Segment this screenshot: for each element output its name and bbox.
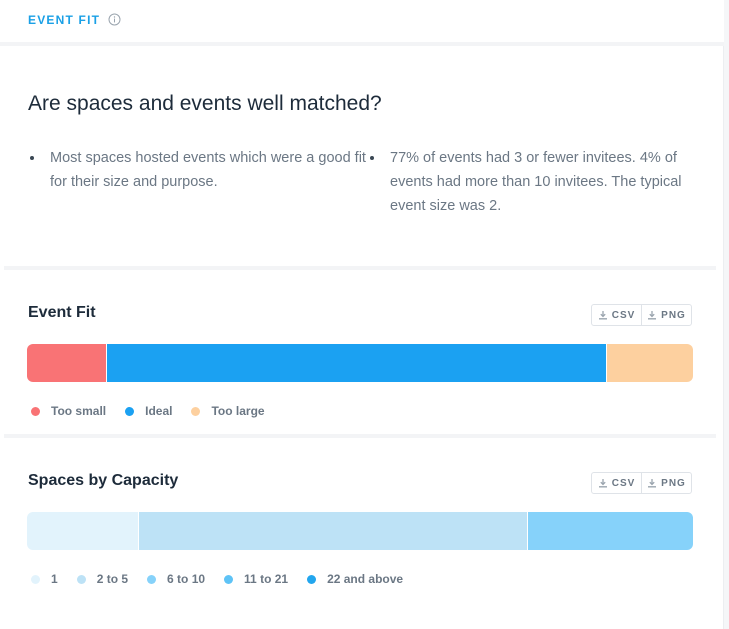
chart-title-spaces-by-capacity: Spaces by Capacity — [28, 472, 179, 489]
bar-segment[interactable] — [27, 344, 106, 382]
section-label: EVENT FIT — [28, 13, 101, 27]
download-icon — [648, 479, 657, 488]
legend-label: 11 to 21 — [244, 572, 289, 586]
download-csv-button[interactable]: CSV — [592, 305, 641, 325]
legend-label: Too large — [211, 404, 265, 418]
page-title: Are spaces and events well matched? — [28, 92, 382, 115]
legend-label: 6 to 10 — [167, 572, 206, 586]
legend-swatch — [224, 574, 234, 584]
legend-label: 22 and above — [327, 572, 404, 586]
legend-swatch — [76, 574, 86, 584]
summary-bullet: 77% of events had 3 or fewer invitees. 4… — [368, 146, 698, 218]
legend-swatch — [31, 406, 40, 416]
legend-label: Ideal — [145, 404, 173, 418]
legend-swatch — [31, 574, 40, 584]
download-icon — [598, 311, 607, 320]
bar-segment[interactable] — [27, 512, 139, 550]
divider — [4, 266, 716, 270]
legend-label: 1 — [51, 572, 58, 586]
bar-segment[interactable] — [138, 512, 528, 550]
divider — [4, 434, 716, 438]
section-header: EVENT FIT — [0, 0, 724, 46]
download-group-event-fit: CSV PNG — [591, 304, 692, 326]
legend-swatch — [191, 406, 201, 416]
download-png-button[interactable]: PNG — [641, 305, 691, 325]
event-fit-legend: Too small Ideal Too large — [31, 404, 284, 418]
summary-bullets: Most spaces hosted events which were a g… — [28, 146, 698, 218]
png-label: PNG — [661, 309, 686, 321]
bar-segment[interactable] — [105, 344, 607, 382]
summary-bullet: Most spaces hosted events which were a g… — [28, 146, 368, 218]
legend-item[interactable]: Ideal — [125, 404, 172, 418]
legend-item[interactable]: 2 to 5 — [76, 572, 129, 586]
legend-item[interactable]: 6 to 10 — [147, 572, 205, 586]
download-icon — [598, 479, 607, 488]
capacity-legend: 1 2 to 5 6 to 10 11 to 21 22 and above — [31, 572, 422, 586]
legend-item[interactable]: 22 and above — [307, 572, 403, 586]
legend-swatch — [147, 574, 157, 584]
download-group-capacity: CSV PNG — [591, 472, 692, 494]
capacity-bar[interactable] — [27, 512, 693, 550]
download-icon — [648, 311, 657, 320]
legend-item[interactable]: Too small — [31, 404, 106, 418]
event-fit-bar[interactable] — [27, 344, 693, 382]
download-csv-button[interactable]: CSV — [592, 473, 641, 493]
legend-item[interactable]: Too large — [191, 404, 265, 418]
bar-segment[interactable] — [527, 512, 693, 550]
legend-label: 2 to 5 — [96, 572, 129, 586]
bar-segment[interactable] — [606, 344, 693, 382]
csv-label: CSV — [611, 477, 636, 489]
legend-label: Too small — [51, 404, 107, 418]
chart-title-event-fit: Event Fit — [28, 304, 96, 321]
legend-item[interactable]: 11 to 21 — [224, 572, 288, 586]
download-png-button[interactable]: PNG — [641, 473, 691, 493]
legend-swatch — [125, 406, 135, 416]
png-label: PNG — [661, 477, 686, 489]
info-circle-icon[interactable] — [108, 13, 121, 26]
csv-label: CSV — [611, 309, 636, 321]
legend-item[interactable]: 1 — [31, 572, 58, 586]
legend-swatch — [307, 574, 317, 584]
